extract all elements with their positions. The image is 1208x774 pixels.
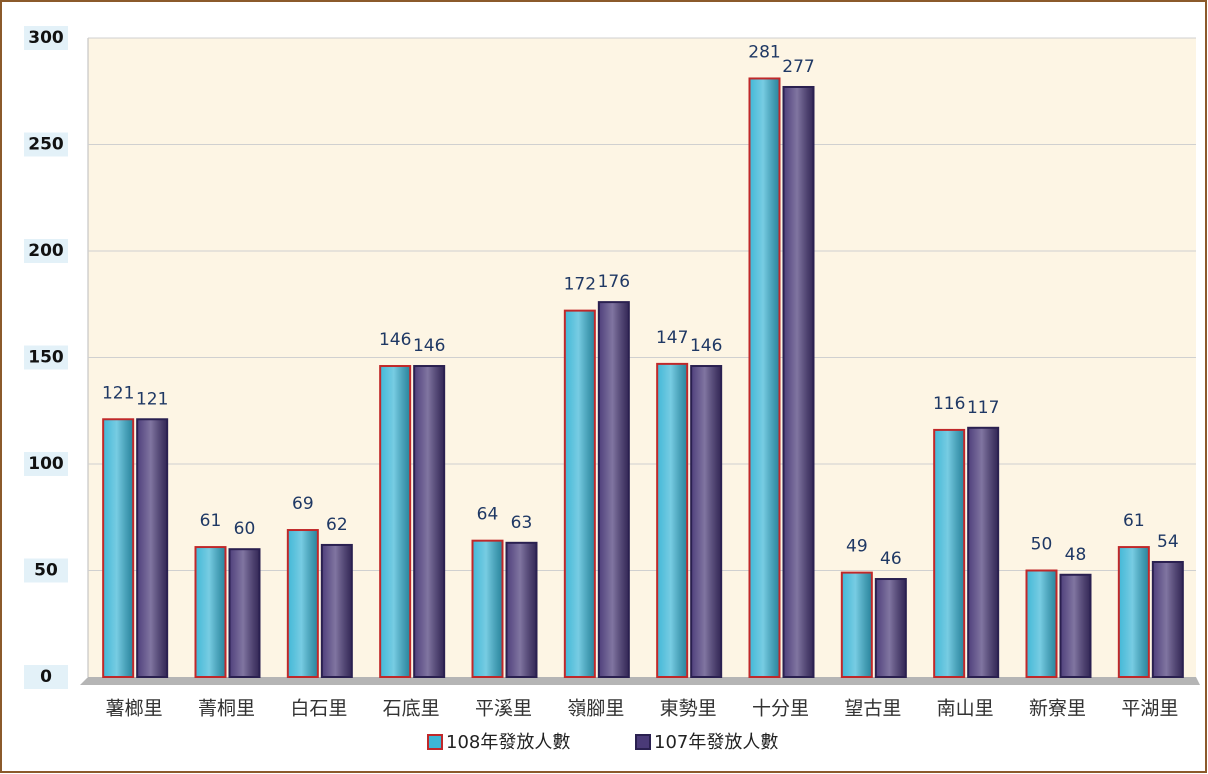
value-label: 277: [782, 57, 814, 77]
bar-sheen: [322, 545, 351, 676]
value-label: 69: [292, 494, 314, 514]
bar-sheen: [415, 367, 444, 676]
x-tick-label: 嶺腳里: [567, 698, 624, 720]
x-tick-label: 石底里: [383, 698, 440, 720]
y-tick-label: 100: [28, 454, 64, 474]
bar-sheen: [288, 531, 317, 676]
bar-sheen: [1027, 571, 1056, 676]
x-tick-label: 十分里: [752, 698, 809, 720]
bar-sheen: [196, 548, 225, 676]
value-label: 64: [477, 505, 499, 525]
floor: [80, 677, 1200, 685]
value-label: 146: [690, 336, 722, 356]
y-tick-label: 150: [28, 348, 64, 368]
bar-sheen: [1119, 548, 1148, 676]
x-tick-label: 望古里: [844, 698, 901, 720]
y-tick-label: 0: [40, 667, 52, 687]
y-tick-label: 300: [28, 28, 64, 48]
value-label: 117: [967, 398, 999, 418]
tick-label-bg: [24, 345, 68, 370]
x-tick-label: 平湖里: [1121, 698, 1178, 720]
bar-sheen: [230, 550, 259, 676]
y-tick-label: 250: [28, 135, 64, 155]
x-tick-label: 菁桐里: [198, 698, 255, 720]
x-tick-label: 南山里: [937, 698, 994, 720]
bar-sheen: [842, 573, 871, 676]
bar-sheen: [138, 420, 167, 676]
bar-sheen: [692, 367, 721, 676]
bar-sheen: [381, 367, 410, 676]
tick-label-bg: [24, 558, 68, 583]
bar-sheen: [876, 580, 905, 676]
value-label: 62: [326, 515, 348, 535]
value-label: 121: [136, 389, 168, 409]
value-label: 121: [102, 383, 134, 403]
value-label: 146: [413, 336, 445, 356]
tick-label-bg: [24, 132, 68, 157]
value-label: 48: [1065, 545, 1087, 565]
legend-swatch: [427, 734, 443, 750]
x-tick-label: 新寮里: [1029, 698, 1086, 720]
legend-swatch: [635, 734, 651, 750]
value-label: 60: [234, 519, 256, 539]
value-label: 147: [656, 328, 688, 348]
bar-sheen: [104, 420, 133, 676]
x-tick-label: 薯榔里: [106, 698, 163, 720]
bar-sheen: [750, 79, 779, 677]
tick-label-bg: [24, 452, 68, 476]
value-label: 116: [933, 394, 965, 414]
value-label: 61: [1123, 511, 1145, 531]
y-tick-label: 200: [28, 241, 64, 261]
value-label: 176: [598, 272, 630, 292]
bar-sheen: [507, 543, 536, 676]
value-label: 146: [379, 330, 411, 350]
tick-label-bg: [24, 665, 68, 689]
legend-label: 107年發放人數: [654, 732, 778, 753]
value-label: 281: [748, 42, 780, 62]
y-tick-label: 50: [34, 561, 58, 581]
x-tick-label: 白石里: [290, 698, 347, 720]
value-label: 61: [200, 511, 222, 531]
x-tick-label: 平溪里: [475, 698, 532, 720]
bar-sheen: [935, 430, 964, 676]
legend-label: 108年發放人數: [446, 732, 570, 753]
x-tick-label: 東勢里: [660, 698, 717, 720]
bar-sheen: [473, 541, 502, 676]
value-label: 46: [880, 549, 902, 569]
bar-sheen: [969, 428, 998, 676]
bar-sheen: [565, 311, 594, 676]
value-label: 172: [564, 275, 596, 295]
tick-label-bg: [24, 239, 68, 263]
bar-sheen: [784, 87, 813, 677]
tick-label-bg: [24, 26, 68, 50]
value-label: 54: [1157, 532, 1179, 552]
bar-sheen: [658, 364, 687, 676]
bar-sheen: [1061, 575, 1090, 676]
value-label: 63: [511, 513, 533, 533]
value-label: 50: [1031, 535, 1053, 555]
value-label: 49: [846, 537, 868, 557]
bar-sheen: [599, 303, 628, 676]
bar-sheen: [1153, 562, 1182, 676]
